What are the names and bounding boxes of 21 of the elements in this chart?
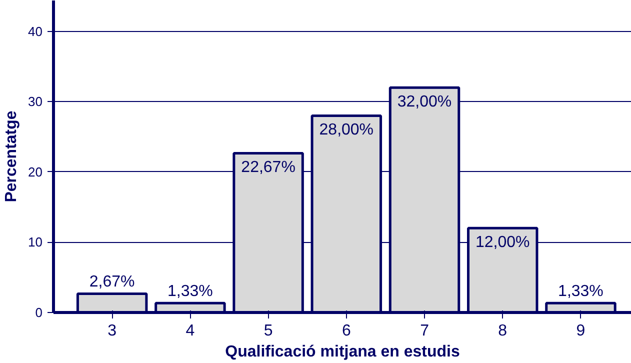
y-tick-label: 0 [35,305,43,320]
x-tick-label: 5 [264,322,273,340]
data-label: 22,67% [241,159,296,176]
y-tick-label: 30 [28,94,43,110]
x-tick-label: 3 [108,322,117,340]
data-label: 32,00% [397,94,452,111]
y-tick-label: 40 [28,24,43,39]
x-axis-title: Qualificació mitjana en estudis [225,344,460,360]
x-tick-label: 7 [420,322,430,340]
y-tick-label: 10 [28,234,43,250]
y-axis-title: Percentatge [3,110,20,202]
x-tick-label: 6 [342,322,351,340]
data-label: 1,33% [168,283,213,300]
data-label: 2,67% [89,274,135,291]
data-label: 1,33% [558,283,604,300]
x-tick-label: 9 [576,322,586,340]
data-label: 12,00% [475,234,530,252]
data-label: 28,00% [319,122,374,139]
y-tick-label: 20 [28,164,43,180]
x-tick-label: 4 [186,322,195,340]
x-tick-label: 8 [498,322,508,340]
